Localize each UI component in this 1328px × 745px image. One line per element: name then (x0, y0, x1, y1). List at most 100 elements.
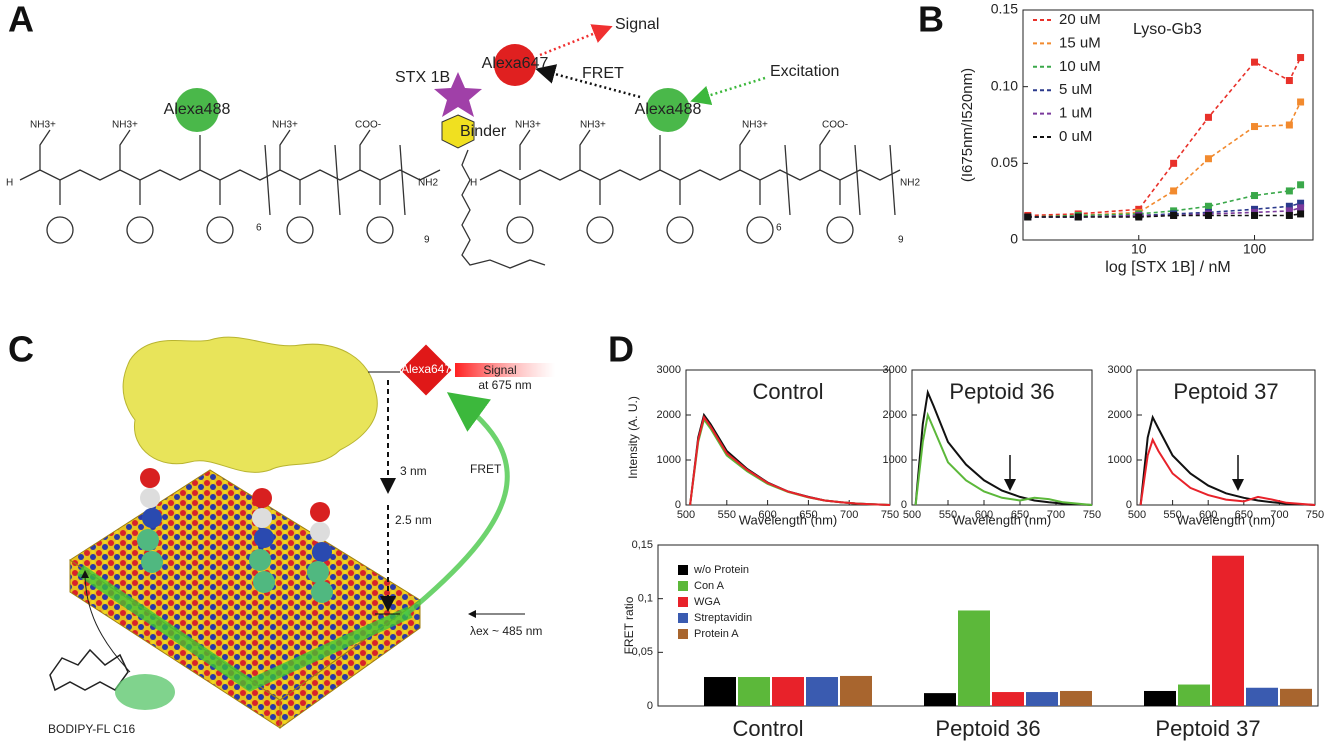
star (434, 72, 482, 117)
x-tick-label: 700 (1047, 509, 1065, 521)
y-tick-label: 2000 (883, 409, 907, 421)
chem-label: NH2 (900, 178, 920, 189)
point (1297, 210, 1305, 218)
y-axis-label: FRET ratio (622, 596, 636, 654)
legend-label: 15 uM (1059, 34, 1101, 51)
legend-swatch (678, 613, 688, 623)
category-label: Peptoid 37 (1155, 716, 1260, 741)
legend-swatch (678, 597, 688, 607)
chem-label: NH2 (418, 178, 438, 189)
category-label: Control (733, 716, 804, 741)
chart-title: Peptoid 36 (949, 379, 1054, 404)
bar (1144, 690, 1176, 706)
signal-glow (455, 363, 555, 377)
x-tick-label: 600 (975, 509, 993, 521)
y-tick-label: 1000 (657, 454, 681, 466)
chem-label: NH3+ (30, 120, 56, 131)
binder (441, 114, 475, 149)
lipid-tail (461, 149, 546, 269)
point (1297, 54, 1305, 62)
backbone (479, 169, 901, 181)
y-tick-label: 1000 (1108, 454, 1132, 466)
point (1285, 77, 1293, 85)
bar (1246, 687, 1278, 706)
panel-label: A (8, 0, 34, 40)
point (1285, 207, 1293, 215)
plot-frame (911, 369, 1093, 506)
x-tick-label: 700 (1270, 509, 1288, 521)
point (1204, 113, 1212, 121)
point (1297, 204, 1305, 212)
legend-label: 0 uM (1059, 128, 1092, 145)
x-tick-label: 100 (1243, 241, 1267, 257)
series-line (689, 414, 891, 506)
label: Alexa488 (164, 101, 231, 118)
chart-title: Peptoid 37 (1173, 379, 1278, 404)
y-tick-label: 3000 (883, 364, 907, 376)
plot-frame (685, 369, 891, 506)
label: λex ~ 485 nm (470, 624, 542, 638)
x-tick-label: 500 (1128, 509, 1146, 521)
panel-label: B (918, 0, 944, 40)
category-label: Peptoid 36 (935, 716, 1040, 741)
x-tick-label: 600 (758, 509, 776, 521)
label: Excitation (770, 63, 839, 80)
point (1204, 211, 1212, 219)
molecule (49, 648, 129, 692)
legend-label: 20 uM (1059, 11, 1101, 28)
x-tick-label: 550 (939, 509, 957, 521)
legend-label: Streptavidin (694, 612, 752, 624)
y-tick-label: 2000 (657, 409, 681, 421)
y-tick-label: 2000 (1108, 409, 1132, 421)
point (1285, 187, 1293, 195)
bar (1060, 690, 1092, 706)
y-tick-label: 1000 (883, 454, 907, 466)
y-tick-label: 0.15 (991, 1, 1018, 17)
subscript: 6 (776, 223, 782, 234)
series-line (914, 388, 1093, 506)
chem-label: H (6, 178, 13, 189)
point (1204, 202, 1212, 210)
x-tick-label: 500 (677, 509, 695, 521)
x-tick-label: 750 (1083, 509, 1101, 521)
label: FRET (470, 462, 502, 476)
label: Alexa488 (635, 101, 702, 118)
bar (1026, 692, 1058, 706)
point (1297, 181, 1305, 189)
legend-label: Protein A (694, 628, 739, 640)
series-line (914, 411, 1093, 506)
fret-arrow (403, 392, 510, 617)
series-line (1027, 101, 1302, 218)
point (1135, 213, 1143, 221)
chem-label: NH3+ (580, 120, 606, 131)
point (1204, 155, 1212, 163)
bar (840, 675, 872, 706)
label: FRET (582, 65, 624, 82)
plot-frame (1022, 9, 1314, 241)
bar (738, 677, 770, 706)
bar (958, 610, 990, 706)
legend-label: Con A (694, 580, 725, 592)
legend-swatch (678, 581, 688, 591)
panel-label: D (608, 329, 634, 370)
series-line (1139, 414, 1316, 506)
legend-label: 1 uM (1059, 105, 1092, 122)
x-tick-label: 10 (1131, 241, 1147, 257)
y-tick-label: 0 (647, 700, 653, 712)
y-tick-label: 0 (901, 499, 907, 511)
label: at 675 nm (478, 378, 531, 392)
arrow-signal (539, 24, 613, 57)
y-tick-label: 0 (675, 499, 681, 511)
label: 2.5 nm (395, 513, 432, 527)
legend-label: w/o Protein (693, 564, 749, 576)
series-line (1027, 213, 1301, 218)
subscript: 9 (424, 235, 430, 246)
legend-swatch (678, 565, 688, 575)
legend-swatch (678, 629, 688, 639)
label: Signal (615, 16, 659, 33)
x-tick-label: 600 (1199, 509, 1217, 521)
x-tick-label: 550 (718, 509, 736, 521)
series-line (1027, 57, 1302, 217)
y-tick-label: 0 (1010, 231, 1018, 247)
chart-title: Control (753, 379, 824, 404)
